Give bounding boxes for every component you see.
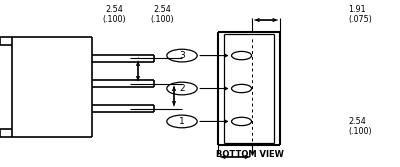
- Text: 2.54
(.100): 2.54 (.100): [150, 5, 174, 24]
- Text: 3: 3: [179, 51, 185, 60]
- Text: BOTTOM VIEW: BOTTOM VIEW: [216, 150, 284, 159]
- Text: 1.91
(.075): 1.91 (.075): [348, 5, 372, 24]
- Text: 2.54
(.100): 2.54 (.100): [348, 117, 372, 136]
- Text: 2: 2: [179, 84, 185, 93]
- Text: 2.54
(.100): 2.54 (.100): [102, 5, 126, 24]
- Text: 1: 1: [179, 117, 185, 126]
